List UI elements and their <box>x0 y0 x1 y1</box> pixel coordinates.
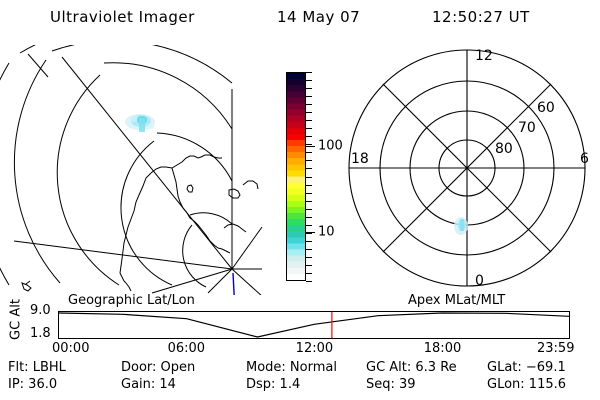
colorbar-tick <box>306 168 312 170</box>
coastline-outlines <box>21 154 259 292</box>
colorbar-gradient-box <box>286 72 306 281</box>
gc-altitude-curve <box>58 312 570 338</box>
colorbar-tick <box>306 104 312 106</box>
status-row-1: Flt: LBHL Door: Open Mode: Normal GC Alt… <box>0 360 600 377</box>
colorbar-tick <box>306 128 312 130</box>
strip-xtick-label: 12:00 <box>295 341 334 356</box>
latitude-grid-arcs <box>0 45 233 288</box>
colorbar-tick <box>306 136 312 138</box>
colorbar-tick <box>306 184 312 186</box>
mlt-label-18: 18 <box>351 151 369 167</box>
observation-time: 12:50:27 UT <box>432 8 530 26</box>
geographic-map-svg <box>0 45 263 295</box>
colorbar-tick <box>306 272 312 274</box>
aurora-emission-patch-mlt <box>454 217 468 235</box>
status-mode: Mode: Normal <box>246 360 337 375</box>
altitude-strip-panel[interactable]: GC Alt 9.0 1.8 Geographic Lat/Lon Apex M… <box>0 293 600 356</box>
spacecraft-track-line <box>232 272 235 295</box>
lat-label-80: 80 <box>495 141 513 157</box>
colorbar-tick <box>306 192 312 194</box>
colorbar-tick <box>306 281 312 282</box>
colorbar-tick <box>306 176 312 178</box>
observation-date: 14 May 07 <box>277 8 361 26</box>
colorbar-tick-major <box>306 146 315 148</box>
strip-plot-box <box>58 311 570 339</box>
colorbar-tick <box>306 208 312 210</box>
colorbar-tick-major <box>306 231 315 233</box>
mlt-spokes <box>349 50 585 286</box>
status-gc-alt: GC Alt: 6.3 Re <box>366 360 457 375</box>
colorbar-gradient <box>287 73 305 280</box>
status-block: Flt: LBHL Door: Open Mode: Normal GC Alt… <box>0 360 600 400</box>
colorbar-tick <box>306 88 312 90</box>
colorbar-tick <box>306 152 312 154</box>
strip-xtick-label: 18:00 <box>423 341 462 356</box>
colorbar-tick <box>306 144 312 146</box>
colorbar-tick <box>306 160 312 162</box>
colorbar-tick <box>306 224 312 226</box>
mlt-hour-labels: 12 6 0 18 <box>351 48 589 289</box>
lat-label-70: 70 <box>518 120 536 136</box>
status-glat: GLat: −69.1 <box>487 360 566 375</box>
colorbar-tick <box>306 120 312 122</box>
mlt-dial-svg: 12 6 0 18 60 70 80 <box>348 48 589 289</box>
colorbar-tick <box>306 248 312 250</box>
mlt-label-6: 6 <box>580 151 589 167</box>
colorbar-tick <box>306 240 312 242</box>
colorbar-tick <box>306 232 312 234</box>
strip-title-right: Apex MLat/MLT <box>408 293 506 308</box>
mlt-label-12: 12 <box>475 48 493 64</box>
colorbar-tick <box>306 80 312 82</box>
status-ip: IP: 36.0 <box>8 377 58 392</box>
lat-label-60: 60 <box>537 100 555 116</box>
geographic-map-panel[interactable] <box>0 45 265 295</box>
strip-title-left: Geographic Lat/Lon <box>68 293 195 308</box>
instrument-title: Ultraviolet Imager <box>50 8 195 26</box>
colorbar-tick <box>306 96 312 98</box>
colorbar-tick-label: 10 <box>318 224 335 240</box>
colorbar-tick <box>306 256 312 258</box>
strip-y-axis-label: GC Alt <box>8 299 24 340</box>
status-door: Door: Open <box>121 360 196 375</box>
colorbar-tick <box>306 264 312 266</box>
mlt-label-0: 0 <box>475 273 484 289</box>
strip-xtick-label: 00:00 <box>52 341 90 356</box>
altitude-curve-svg <box>58 312 570 338</box>
strip-xtick-label: 23:59 <box>537 341 575 356</box>
colorbar-tick-label: 100 <box>318 138 343 154</box>
strip-ytick-low: 1.8 <box>30 326 51 341</box>
status-seq: Seq: 39 <box>366 377 416 392</box>
colorbar-tick <box>306 200 312 202</box>
mlt-dial-panel[interactable]: 12 6 0 18 60 70 80 <box>335 45 600 295</box>
status-filter: Flt: LBHL <box>8 360 66 375</box>
colorbar-tick <box>306 72 312 73</box>
strip-xtick-label: 06:00 <box>167 341 206 356</box>
aurora-emission-patch <box>125 114 155 132</box>
status-dsp: Dsp: 1.4 <box>246 377 301 392</box>
status-gain: Gain: 14 <box>121 377 176 392</box>
status-glon: GLon: 115.6 <box>487 377 567 392</box>
strip-ytick-high: 9.0 <box>30 303 51 318</box>
colorbar-tick <box>306 112 312 114</box>
header-bar: Ultraviolet Imager 14 May 07 12:50:27 UT <box>0 8 600 32</box>
colorbar-tick <box>306 216 312 218</box>
latitude-ring-labels: 60 70 80 <box>495 100 555 157</box>
status-row-2: IP: 36.0 Gain: 14 Dsp: 1.4 Seq: 39 GLon:… <box>0 377 600 394</box>
